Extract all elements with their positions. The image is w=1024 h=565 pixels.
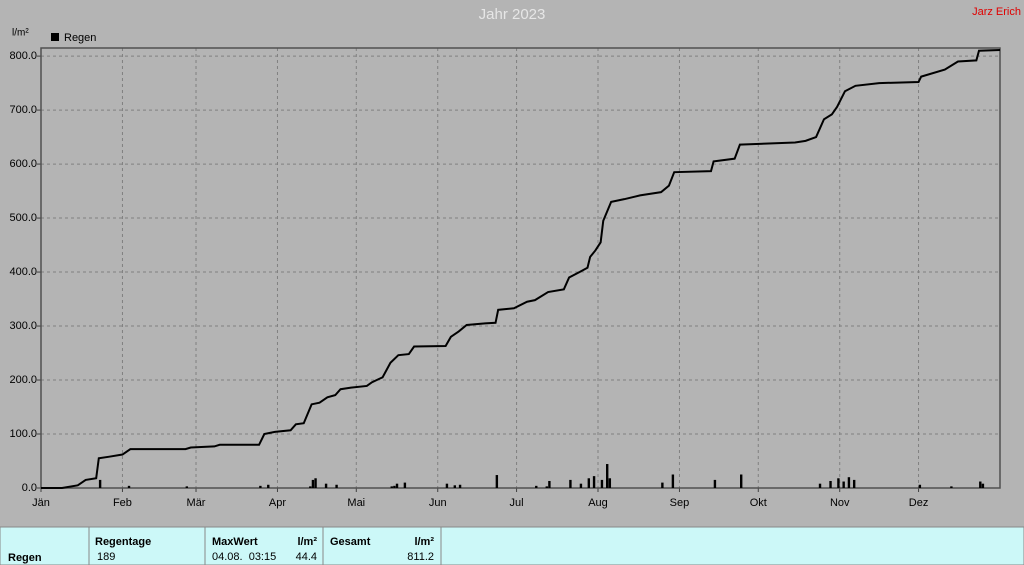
cumulative-line bbox=[41, 49, 1001, 489]
unit: l/m² bbox=[414, 536, 434, 548]
bar bbox=[495, 475, 499, 488]
y-axis-label: l/m² bbox=[12, 28, 29, 39]
x-tick-label: Mär bbox=[187, 497, 206, 509]
bar bbox=[259, 485, 262, 488]
bar bbox=[587, 478, 591, 488]
y-tick-label: 300.0 bbox=[9, 320, 37, 332]
x-tick-label: Nov bbox=[830, 497, 850, 509]
bar bbox=[606, 464, 609, 488]
x-tick-label: Okt bbox=[750, 497, 767, 509]
bar bbox=[979, 481, 982, 488]
bar bbox=[579, 483, 583, 488]
plot-frame bbox=[40, 47, 1001, 489]
x-tick-label: Sep bbox=[670, 497, 690, 509]
x-tick-label: Jul bbox=[510, 497, 524, 509]
bar bbox=[740, 474, 743, 488]
bar bbox=[98, 479, 102, 488]
x-tick-label: Mai bbox=[347, 497, 365, 509]
y-tick-label: 0.0 bbox=[22, 482, 37, 494]
author: Jarz Erich bbox=[972, 6, 1021, 18]
bar bbox=[535, 485, 538, 488]
legend-label: Regen bbox=[64, 32, 96, 44]
legend-swatch bbox=[51, 33, 59, 41]
cell: 04.08. 03:15 bbox=[212, 551, 276, 563]
bar bbox=[445, 483, 449, 488]
bar bbox=[335, 484, 338, 488]
x-tick-label: Jun bbox=[429, 497, 447, 509]
bar bbox=[458, 484, 462, 488]
chart-title: Jahr 2023 bbox=[479, 6, 546, 23]
bar bbox=[453, 485, 457, 488]
bar bbox=[847, 477, 851, 488]
x-tick-label: Dez bbox=[909, 497, 929, 509]
bar bbox=[395, 483, 399, 488]
column-header: Gesamt bbox=[330, 536, 371, 548]
column-header: MaxWert bbox=[212, 536, 258, 548]
y-tick-label: 500.0 bbox=[9, 212, 37, 224]
bar bbox=[608, 478, 612, 488]
bar bbox=[842, 481, 845, 488]
y-tick-label: 700.0 bbox=[9, 104, 37, 116]
x-tick-label: Apr bbox=[269, 497, 286, 509]
bar bbox=[852, 479, 856, 488]
bar bbox=[713, 479, 717, 488]
bar bbox=[592, 476, 596, 488]
bar bbox=[311, 479, 315, 488]
unit: l/m² bbox=[297, 536, 317, 548]
bar bbox=[837, 478, 840, 488]
bar bbox=[981, 483, 985, 488]
column-header: Regentage bbox=[95, 536, 151, 548]
cell: 189 bbox=[97, 551, 115, 563]
chart-background bbox=[0, 0, 1024, 527]
cell: 44.4 bbox=[296, 551, 317, 563]
y-tick-label: 100.0 bbox=[9, 428, 37, 440]
bar bbox=[829, 480, 832, 488]
y-tick-label: 600.0 bbox=[9, 158, 37, 170]
bar bbox=[267, 484, 270, 488]
bar bbox=[314, 478, 317, 488]
bar bbox=[393, 485, 396, 488]
bar bbox=[918, 484, 922, 488]
cell: 811.2 bbox=[407, 551, 434, 563]
bar bbox=[661, 482, 664, 488]
bar bbox=[324, 483, 328, 488]
plot-area: 0.0 100.0 200.0 300.0 400.0 500.0 600.0 700.0 80… bbox=[9, 32, 1001, 509]
bar bbox=[185, 486, 189, 488]
row-label: Regen bbox=[8, 552, 42, 564]
bar bbox=[600, 479, 604, 488]
summary-panel bbox=[0, 526, 1024, 565]
bar bbox=[390, 486, 393, 488]
bar bbox=[127, 485, 131, 488]
bar bbox=[548, 480, 551, 488]
y-tick-label: 200.0 bbox=[9, 374, 37, 386]
bar bbox=[545, 486, 548, 488]
bar bbox=[309, 486, 312, 488]
x-tick-label: Jän bbox=[32, 497, 50, 509]
x-tick-label: Feb bbox=[113, 497, 132, 509]
bar bbox=[671, 474, 675, 488]
y-tick-label: 400.0 bbox=[9, 266, 37, 278]
bar bbox=[403, 482, 407, 488]
bar bbox=[569, 479, 572, 488]
y-tick-label: 800.0 bbox=[9, 50, 37, 62]
bar bbox=[950, 486, 953, 488]
x-tick-label: Aug bbox=[588, 497, 608, 509]
bar bbox=[818, 483, 822, 488]
